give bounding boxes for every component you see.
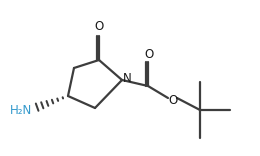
Text: O: O <box>144 47 154 61</box>
Text: O: O <box>94 20 104 34</box>
Text: N: N <box>123 73 131 85</box>
Text: O: O <box>168 93 178 107</box>
Text: H₂N: H₂N <box>10 105 32 117</box>
